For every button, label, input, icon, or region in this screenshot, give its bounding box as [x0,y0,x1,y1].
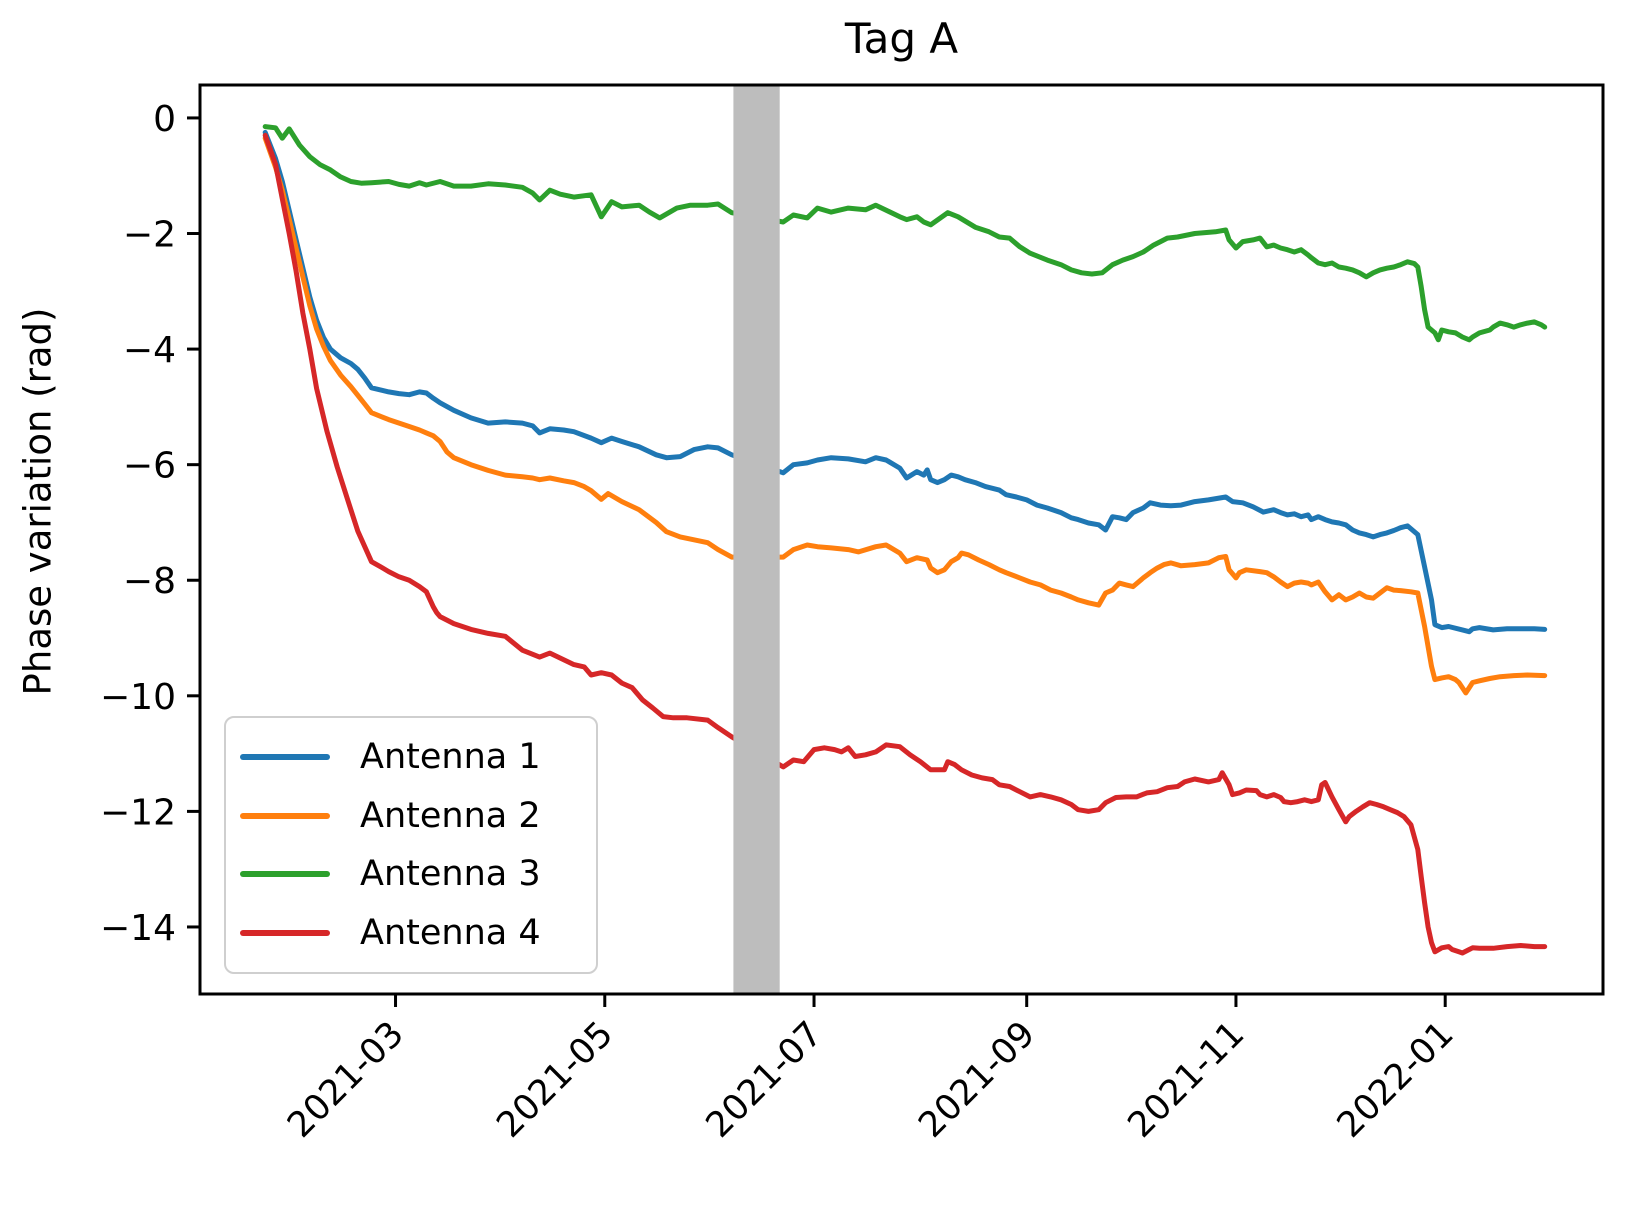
line-antenna-3 [262,124,1548,343]
chart-title: Tag A [844,14,959,63]
y-tick-label: 0 [153,99,176,140]
legend-line-swatch [240,812,330,819]
legend-label: Antenna 3 [360,854,541,895]
shaded-band [733,86,780,993]
line-antenna-4 [262,132,1548,956]
y-tick-label: −2 [123,215,176,256]
legend-line-swatch [240,929,330,936]
x-tick-label: 2021-07 [699,1014,831,1146]
legend: Antenna 1 Antenna 2 Antenna 3 Antenna 4 [224,716,598,974]
y-tick-label: −4 [123,330,176,371]
legend-item-antenna-1: Antenna 1 [226,729,596,785]
y-tick-label: −14 [100,908,176,949]
y-tick-label: −6 [123,446,176,487]
line-antenna-1 [262,129,1548,635]
y-tick-label: −12 [100,792,176,833]
legend-item-antenna-3: Antenna 3 [226,846,596,902]
x-tick-label: 2021-05 [489,1014,621,1146]
legend-label: Antenna 4 [360,912,541,953]
x-tick-label: 2022-01 [1330,1014,1462,1146]
legend-line-swatch [240,754,330,761]
axes-frame [198,83,1605,996]
x-tick-label: 2021-09 [911,1014,1043,1146]
legend-line-swatch [240,871,330,878]
legend-item-antenna-2: Antenna 2 [226,788,596,844]
x-tick-label: 2021-11 [1121,1014,1253,1146]
legend-item-antenna-4: Antenna 4 [226,905,596,961]
x-tick-label: 2021-03 [280,1014,412,1146]
legend-label: Antenna 2 [360,795,541,836]
legend-label: Antenna 1 [360,737,541,778]
y-tick-label: −10 [100,677,176,718]
line-antenna-2 [262,135,1548,696]
y-tick-label: −8 [123,561,176,602]
y-axis-label: Phase variation (rad) [16,307,60,696]
